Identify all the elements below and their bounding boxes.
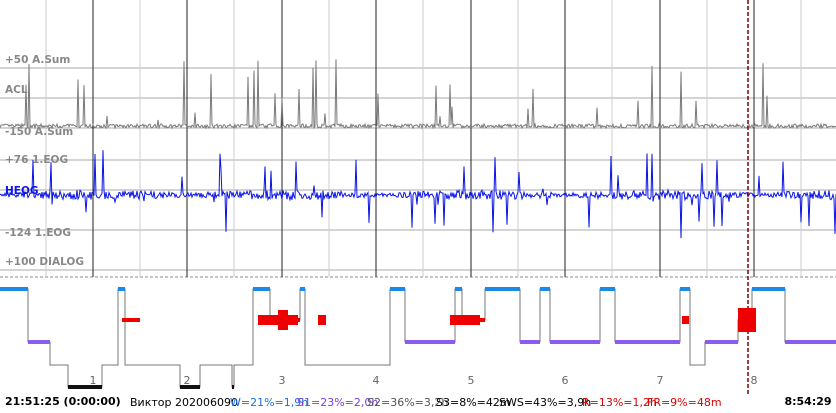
- channel-label: ACL: [5, 84, 28, 96]
- channel-label: -150 A.Sum: [5, 126, 73, 138]
- rem-block: [278, 310, 288, 330]
- patient: Виктор 202006090: [130, 396, 238, 409]
- hour-label: 3: [279, 374, 286, 387]
- hypnogram: [0, 287, 836, 389]
- channel-label: +100 DIALOG: [5, 256, 84, 268]
- stage-bar: [520, 340, 540, 344]
- grid: [0, 0, 836, 278]
- hour-label: 7: [657, 374, 664, 387]
- stage-bar: [28, 340, 50, 344]
- channel-label: HEOG: [5, 185, 39, 197]
- stage-bar: [550, 340, 600, 344]
- stage-bar: [390, 287, 405, 291]
- heog-trace: [0, 150, 836, 239]
- stage-bar: [680, 287, 690, 291]
- channel-label: -124 1.EOG: [5, 227, 71, 239]
- stage-bar: [705, 340, 738, 344]
- stage-bar: [180, 385, 200, 389]
- stage-bar: [600, 287, 615, 291]
- stat-sws: SWS=43%=3,9h: [499, 396, 591, 409]
- acl-trace: [0, 59, 836, 130]
- stat-s1: S1=23%=2,0h: [297, 396, 378, 409]
- channel-label: +50 A.Sum: [5, 54, 70, 66]
- start-time: 21:51:25 (0:00:00): [5, 395, 121, 408]
- hour-label: 1: [90, 374, 97, 387]
- hour-label: 6: [562, 374, 569, 387]
- hour-label: 4: [373, 374, 380, 387]
- hour-labels: 1 2 3 4 5 6 7 8: [90, 374, 758, 387]
- rem-block: [122, 318, 140, 322]
- rem-block: [738, 308, 756, 332]
- end-time: 8:54:29: [784, 395, 831, 408]
- rem-block: [682, 316, 689, 324]
- stage-bar: [68, 385, 102, 389]
- stage-bar: [232, 385, 234, 389]
- stage-bar: [455, 287, 462, 291]
- hour-label: 2: [184, 374, 191, 387]
- stage-bar: [300, 287, 305, 291]
- stat-s2: S2=36%=3,2h: [367, 396, 448, 409]
- stat-w: W=21%=1,9h: [230, 396, 308, 409]
- stage-bar: [118, 287, 125, 291]
- stage-bar: [785, 340, 836, 344]
- stage-bar: [0, 287, 28, 291]
- stage-bar: [485, 287, 520, 291]
- hour-label: 5: [468, 374, 475, 387]
- stat-s3: S3=8%=42m: [436, 396, 511, 409]
- channel-label: +76 1.EOG: [5, 154, 68, 166]
- stage-bar: [752, 287, 785, 291]
- rem-block: [318, 315, 326, 325]
- stage-bar: [615, 340, 680, 344]
- stat-fr: FR=9%=48m: [647, 396, 722, 409]
- rem-block: [450, 315, 480, 325]
- stat-r: R=13%=1,2h: [582, 396, 657, 409]
- stage-bar: [253, 287, 270, 291]
- hour-label: 8: [751, 374, 758, 387]
- hypnogram-line: [0, 288, 836, 388]
- stage-bar: [540, 287, 550, 291]
- stage-bar: [405, 340, 455, 344]
